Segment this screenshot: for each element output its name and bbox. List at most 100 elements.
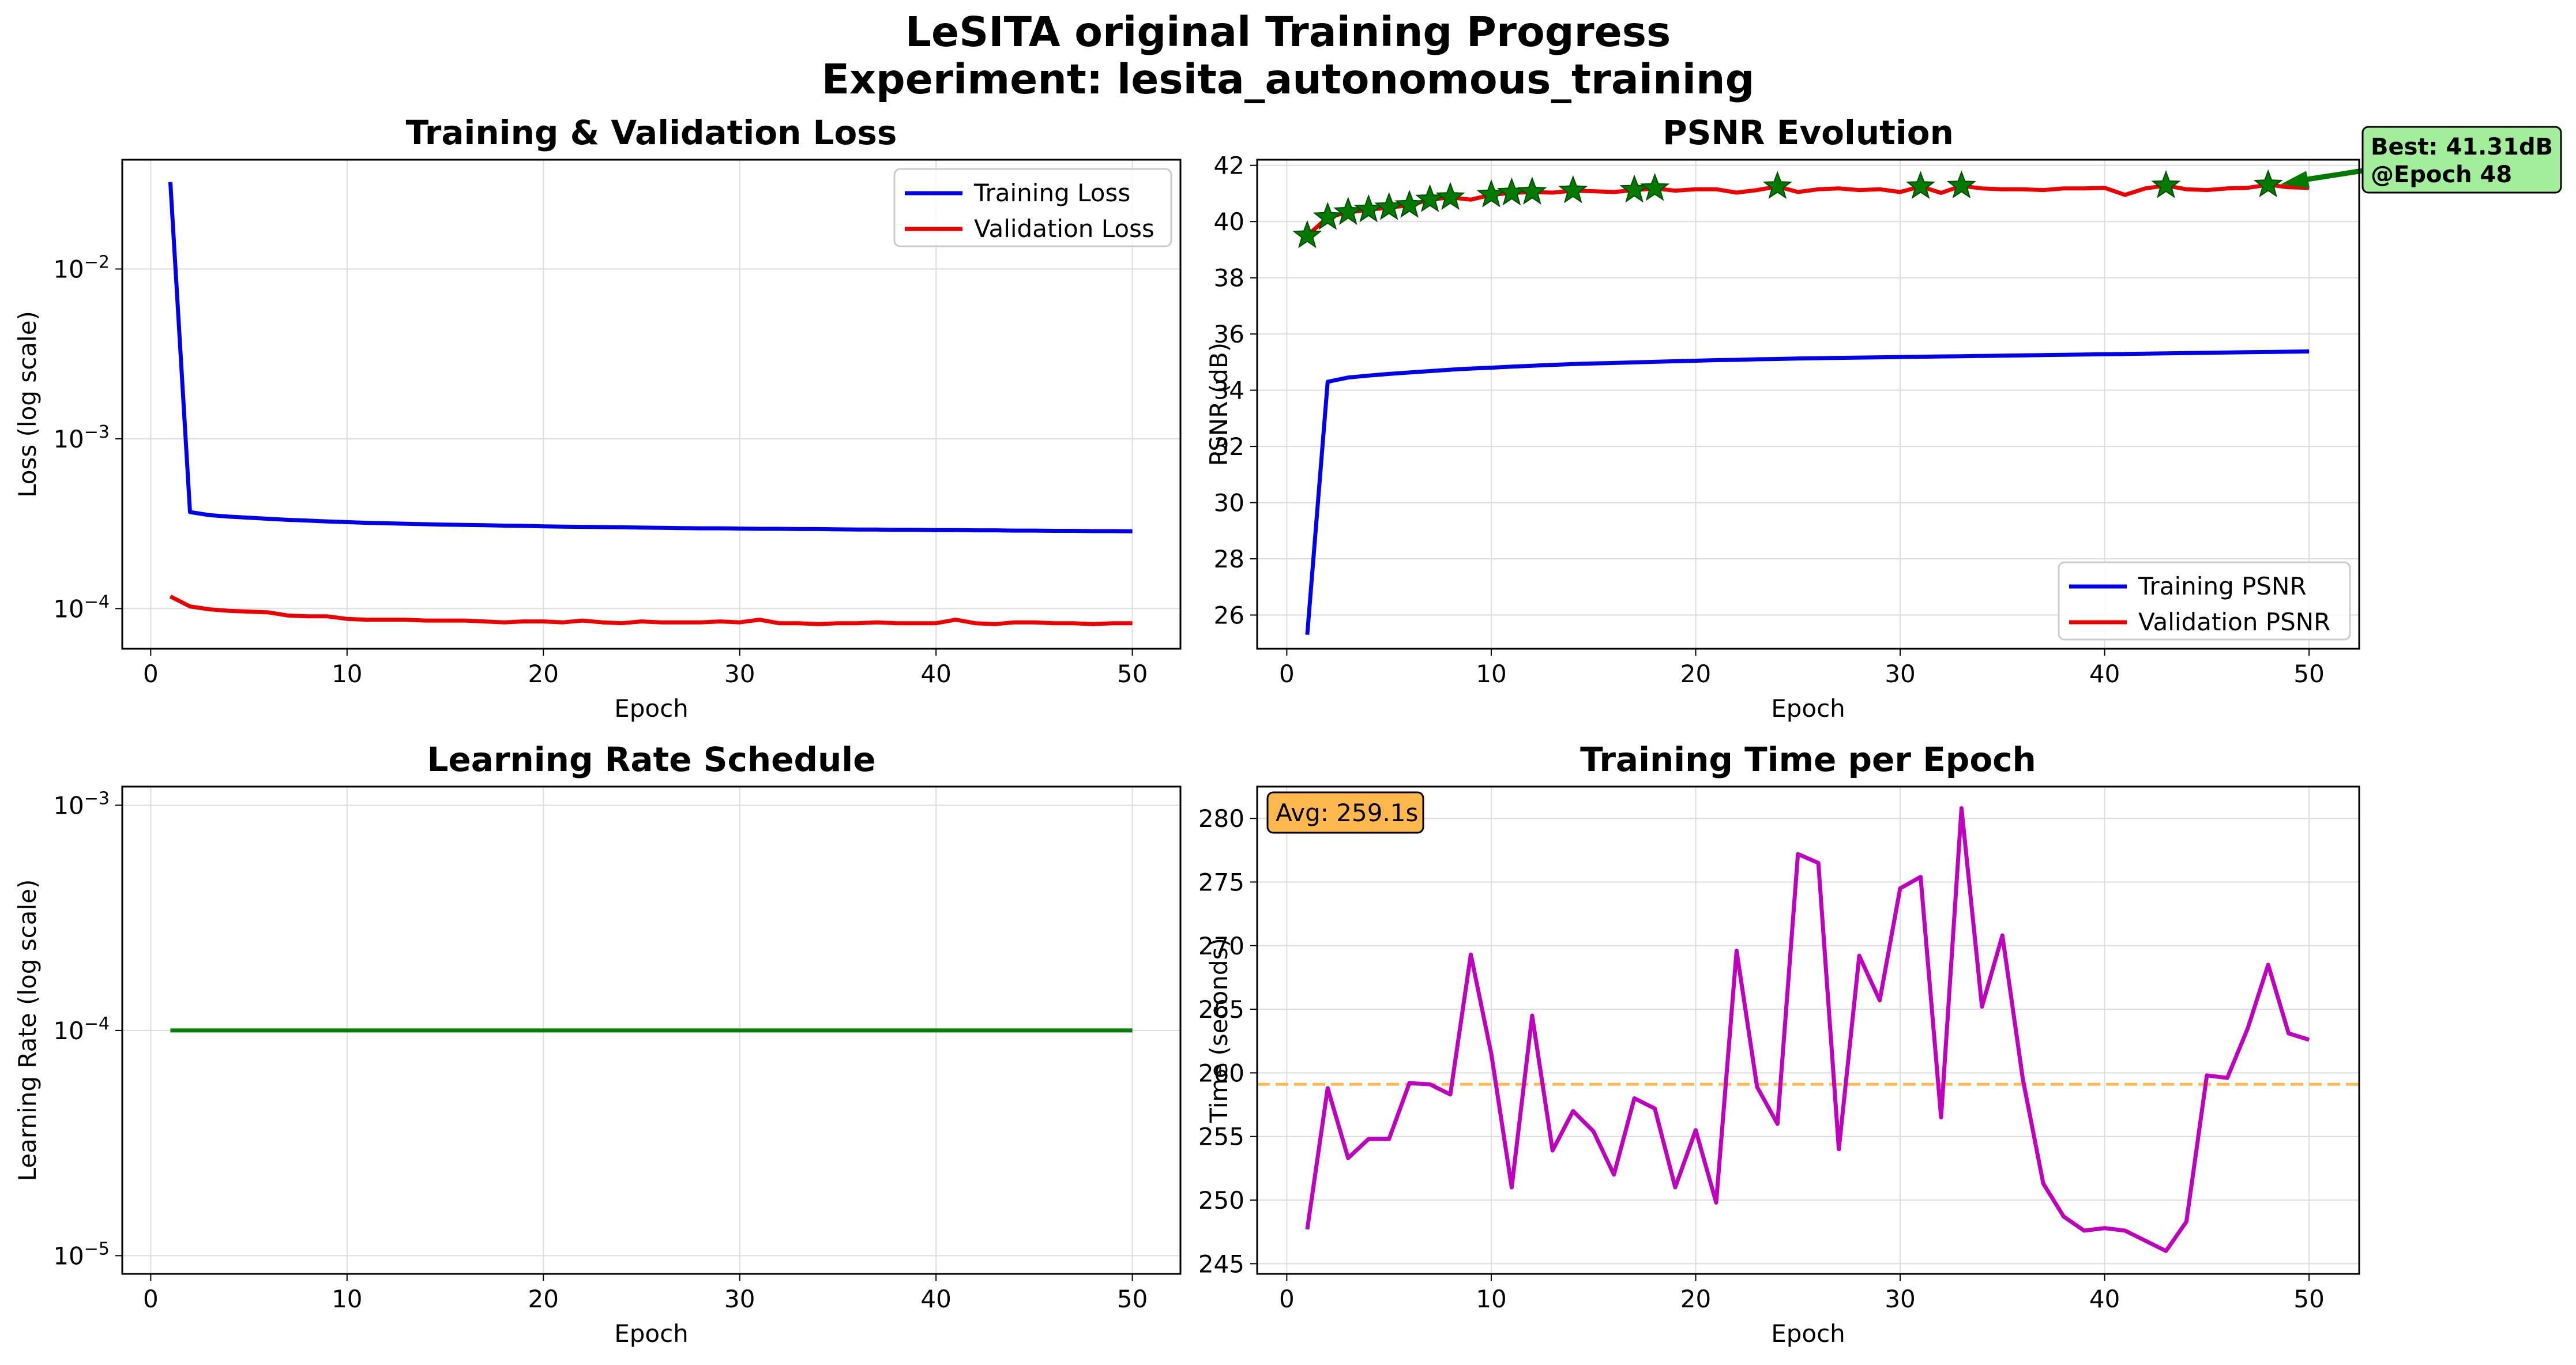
x-tick-label: 50 bbox=[1117, 1285, 1148, 1313]
series-line-1 bbox=[168, 182, 1133, 533]
y-tick-label: 245 bbox=[1198, 1250, 1244, 1278]
series-line-2 bbox=[1306, 182, 2310, 238]
x-axis-label: Epoch bbox=[614, 1319, 689, 1348]
best-annotation-line1: Best: 41.31dB bbox=[2371, 134, 2553, 160]
axes-frame bbox=[121, 785, 1182, 1275]
y-tick-label: 10−5 bbox=[53, 1239, 110, 1270]
average-badge bbox=[1266, 791, 1424, 834]
legend-box bbox=[2058, 561, 2351, 641]
best-marker bbox=[1762, 171, 1792, 200]
y-tick-label: 38 bbox=[1214, 264, 1244, 292]
best-marker bbox=[2151, 170, 2181, 198]
y-tick-label: 36 bbox=[1214, 320, 1244, 348]
y-tick-label: 280 bbox=[1198, 804, 1244, 833]
x-tick-label: 30 bbox=[724, 1285, 755, 1313]
best-marker bbox=[1517, 176, 1547, 205]
series-line-1 bbox=[1305, 349, 2310, 635]
y-tick-label: 275 bbox=[1198, 868, 1244, 896]
x-tick-label: 10 bbox=[1476, 1285, 1506, 1313]
legend-box bbox=[893, 168, 1172, 247]
x-axis-label: Epoch bbox=[614, 694, 689, 723]
figure-title: LeSITA original Training Progress bbox=[905, 8, 1671, 56]
best-marker bbox=[1333, 197, 1363, 225]
legend-label: Validation Loss bbox=[974, 215, 1155, 243]
legend-label: Validation PSNR bbox=[2138, 608, 2330, 636]
y-tick-label: 34 bbox=[1214, 377, 1244, 405]
chart-panel-3: 0 10 20 30 40 50 10−5 10−4 10−3 Learning Rate Sch… bbox=[13, 740, 1182, 1348]
best-marker bbox=[1946, 170, 1976, 199]
x-tick-label: 30 bbox=[724, 660, 755, 688]
legend-label: Training PSNR bbox=[2138, 572, 2307, 600]
axes-frame bbox=[121, 159, 1182, 650]
legend: Training Loss Validation Loss bbox=[893, 168, 1172, 247]
y-tick-label: 10−3 bbox=[53, 422, 110, 453]
y-tick-label: 10−4 bbox=[53, 1014, 110, 1045]
y-axis-label: Loss (log scale) bbox=[13, 311, 42, 498]
y-tick-label: 30 bbox=[1214, 489, 1244, 517]
chart-panel-2: 0 10 20 30 40 50 26 28 30 32 34 36 38 40 42 Best: 41.31… bbox=[1205, 113, 2562, 723]
y-axis-label: PSNR (dB) bbox=[1205, 343, 1233, 466]
x-tick-label: 50 bbox=[2293, 1285, 2324, 1313]
average-badge-label: Avg: 259.1s bbox=[1276, 799, 1418, 827]
best-marker bbox=[1640, 172, 1670, 201]
x-tick-label: 20 bbox=[1680, 660, 1711, 688]
best-marker bbox=[1558, 175, 1588, 204]
chart-title: Learning Rate Schedule bbox=[427, 740, 875, 779]
x-tick-label: 0 bbox=[1279, 1285, 1295, 1313]
x-tick-label: 10 bbox=[332, 660, 362, 688]
best-marker bbox=[1435, 182, 1465, 210]
x-tick-label: 0 bbox=[143, 660, 159, 688]
y-tick-label: 270 bbox=[1198, 932, 1244, 960]
y-axis-label: Time (seconds) bbox=[1205, 938, 1233, 1123]
x-tick-label: 20 bbox=[1680, 1285, 1711, 1313]
x-axis-label: Epoch bbox=[1771, 694, 1845, 723]
x-tick-label: 20 bbox=[528, 1285, 559, 1313]
chart-title: Training & Validation Loss bbox=[406, 113, 897, 152]
chart-panel-4: 0 10 20 30 40 50 245 250 255 260 265 270 275 280 Train… bbox=[1198, 740, 2360, 1348]
y-tick-label: 42 bbox=[1214, 152, 1244, 180]
y-tick-label: 28 bbox=[1214, 545, 1244, 573]
x-axis-label: Epoch bbox=[1771, 1319, 1845, 1348]
best-marker bbox=[1353, 194, 1383, 223]
y-tick-label: 265 bbox=[1198, 995, 1244, 1024]
x-tick-label: 40 bbox=[920, 1285, 951, 1313]
y-tick-label: 40 bbox=[1214, 208, 1244, 236]
best-marker bbox=[1374, 192, 1404, 220]
y-tick-label: 10−3 bbox=[53, 788, 110, 819]
y-tick-label: 26 bbox=[1214, 601, 1244, 630]
chart-title: Training Time per Epoch bbox=[1580, 740, 2036, 779]
best-marker bbox=[1905, 171, 1936, 200]
y-tick-label: 10−2 bbox=[53, 252, 110, 283]
y-axis-label: Learning Rate (log scale) bbox=[13, 879, 42, 1182]
chart-title: PSNR Evolution bbox=[1663, 113, 1954, 152]
series-line-1 bbox=[1305, 806, 2310, 1253]
best-annotation-line2: @Epoch 48 bbox=[2371, 161, 2512, 188]
x-tick-label: 50 bbox=[1117, 660, 1148, 688]
x-tick-label: 0 bbox=[143, 1285, 159, 1313]
y-tick-label: 255 bbox=[1198, 1123, 1244, 1151]
best-marker bbox=[1292, 220, 1322, 249]
y-tick-label: 32 bbox=[1214, 433, 1244, 461]
x-tick-label: 40 bbox=[2089, 660, 2120, 688]
x-tick-label: 10 bbox=[332, 1285, 362, 1313]
annotation-arrowhead bbox=[2281, 171, 2310, 189]
x-tick-label: 40 bbox=[2089, 1285, 2120, 1313]
best-marker bbox=[1313, 202, 1342, 230]
x-tick-label: 20 bbox=[528, 660, 559, 688]
axes-frame bbox=[1256, 159, 2360, 650]
y-tick-label: 260 bbox=[1198, 1059, 1244, 1087]
x-tick-label: 50 bbox=[2293, 660, 2324, 688]
legend-label: Training Loss bbox=[973, 179, 1130, 207]
x-tick-label: 10 bbox=[1476, 660, 1506, 688]
best-marker bbox=[1415, 184, 1445, 212]
x-tick-label: 30 bbox=[1885, 1285, 1915, 1313]
axes-frame bbox=[1256, 785, 2360, 1275]
x-tick-label: 0 bbox=[1279, 660, 1295, 688]
best-marker bbox=[1619, 174, 1649, 203]
best-marker bbox=[2253, 169, 2283, 198]
best-marker bbox=[1496, 177, 1526, 206]
series-line-2 bbox=[169, 595, 1133, 626]
chart-panel-1: 0 10 20 30 40 50 10−4 10−3 10−2 Training & Valida… bbox=[13, 113, 1182, 723]
x-tick-label: 40 bbox=[920, 660, 951, 688]
